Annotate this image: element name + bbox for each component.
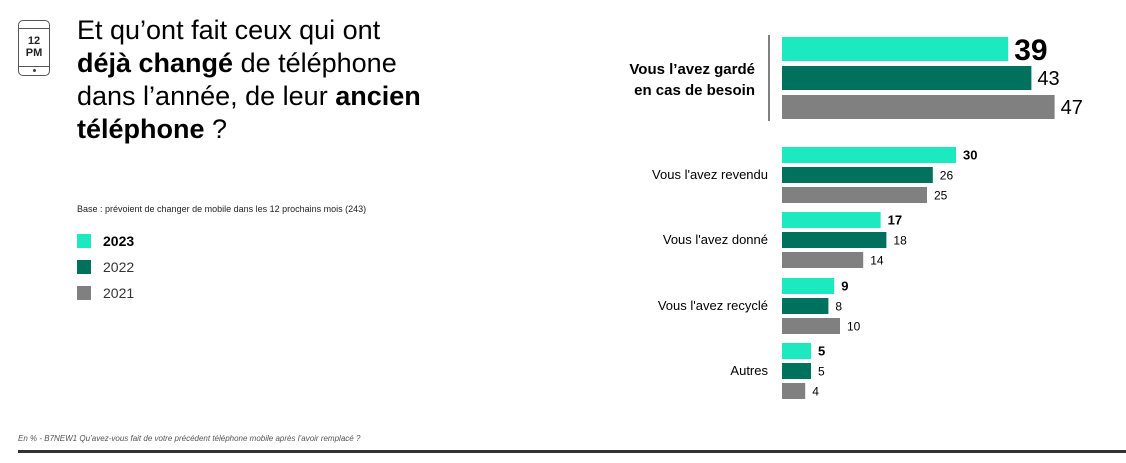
phone-bottom-bezel: [19, 66, 49, 67]
bar-2023: [782, 147, 956, 163]
legend-label-2023: 2023: [103, 233, 135, 249]
category-label: Vous l'avez recyclé: [658, 298, 768, 313]
phone-home-dot: [33, 69, 36, 72]
title-part2: de téléphone dans l’année, de leur: [77, 48, 397, 111]
data-label: 39: [1014, 34, 1047, 67]
bar-2021: [782, 95, 1055, 119]
title-part3: ?: [204, 114, 228, 144]
legend-label-2022: 2022: [103, 259, 135, 275]
page-title: Et qu’ont fait ceux qui ont déjà changé …: [77, 14, 437, 146]
data-label: 4: [812, 384, 819, 398]
data-label: 47: [1061, 97, 1083, 119]
category-label: Autres: [730, 363, 768, 378]
base-note: Base : prévoient de changer de mobile da…: [77, 204, 367, 214]
footnote: En % - B7NEW1 Qu’avez-vous fait de votre…: [18, 434, 361, 443]
data-label: 18: [893, 233, 907, 247]
bar-2021: [782, 383, 806, 399]
legend-item-2023: 2023: [77, 228, 134, 254]
legend-label-2021: 2021: [103, 285, 135, 301]
bar-2021: [782, 252, 864, 268]
phone-icon-line1: 12: [27, 35, 41, 47]
data-label: 14: [870, 253, 884, 267]
legend-swatch-2023: [77, 234, 91, 248]
bottom-rule: [18, 450, 1126, 453]
data-label: 5: [818, 364, 825, 378]
bar-2023: [782, 343, 811, 359]
bar-2022: [782, 298, 829, 314]
data-label: 43: [1037, 68, 1059, 90]
data-label: 9: [841, 279, 848, 294]
bar-2022: [782, 232, 887, 248]
bar-2021: [782, 187, 927, 203]
data-label: 5: [818, 344, 825, 359]
title-bold2: ancien téléphone: [77, 81, 421, 144]
legend-item-2021: 2021: [77, 280, 134, 306]
title-part1: Et qu’ont fait ceux qui ont: [77, 15, 381, 45]
legend: 2023 2022 2021: [77, 228, 134, 306]
category-label: Vous l'avez revendu: [652, 167, 768, 182]
category-label: Vous l’avez gardé en cas de besoin: [629, 61, 755, 99]
data-label: 30: [963, 148, 977, 163]
legend-swatch-2021: [77, 286, 91, 300]
phone-top-bezel: [19, 28, 49, 29]
category-label: Vous l'avez donné: [663, 232, 768, 247]
legend-swatch-2022: [77, 260, 91, 274]
data-label: 10: [847, 319, 861, 333]
bar-2021: [782, 318, 840, 334]
bar-2022: [782, 363, 811, 379]
legend-item-2022: 2022: [77, 254, 134, 280]
phone-icon-line2: PM: [25, 47, 43, 59]
data-label: 17: [888, 213, 902, 228]
bar-2022: [782, 66, 1032, 90]
data-label: 8: [835, 299, 842, 313]
data-label: 26: [940, 168, 954, 182]
title-bold1: déjà changé: [77, 48, 234, 78]
bar-2023: [782, 278, 835, 294]
data-label: 25: [934, 188, 948, 202]
phone-icon: 12 PM: [18, 20, 50, 76]
bar-2023: [782, 212, 881, 228]
bar-2023: [782, 37, 1009, 61]
bar-2022: [782, 167, 933, 183]
